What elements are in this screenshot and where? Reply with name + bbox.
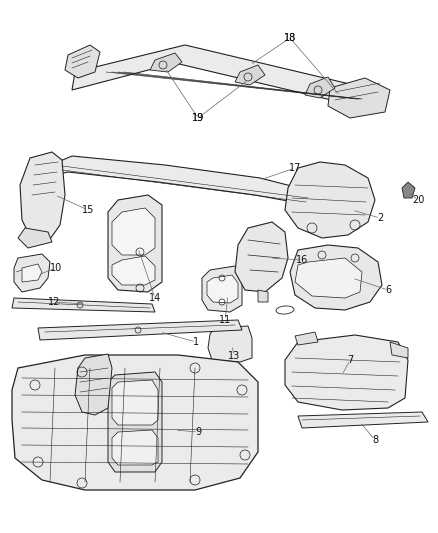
Text: 6: 6 [385, 285, 391, 295]
Text: 2: 2 [377, 213, 383, 223]
Polygon shape [207, 275, 238, 303]
Polygon shape [298, 412, 428, 428]
Text: 1: 1 [193, 337, 199, 347]
Text: 19: 19 [192, 113, 204, 123]
Polygon shape [235, 65, 265, 85]
Polygon shape [112, 380, 158, 425]
Polygon shape [38, 320, 242, 340]
Polygon shape [402, 182, 415, 198]
Polygon shape [285, 335, 408, 410]
Text: 8: 8 [372, 435, 378, 445]
Text: 12: 12 [48, 297, 60, 307]
Polygon shape [258, 290, 268, 302]
Polygon shape [108, 195, 162, 292]
Text: 14: 14 [149, 293, 161, 303]
Polygon shape [150, 53, 182, 72]
Text: 7: 7 [347, 355, 353, 365]
Polygon shape [55, 156, 315, 205]
Polygon shape [108, 372, 162, 472]
Polygon shape [18, 228, 52, 248]
Polygon shape [22, 264, 42, 282]
Polygon shape [72, 45, 375, 108]
Text: 18: 18 [284, 33, 296, 43]
Polygon shape [285, 162, 375, 238]
Polygon shape [390, 342, 408, 358]
Polygon shape [12, 298, 155, 312]
Polygon shape [12, 355, 258, 490]
Text: 18: 18 [284, 33, 296, 43]
Polygon shape [295, 332, 318, 345]
Polygon shape [208, 326, 252, 362]
Text: 20: 20 [412, 195, 424, 205]
Text: 19: 19 [192, 113, 204, 123]
Polygon shape [112, 430, 158, 465]
Polygon shape [295, 258, 362, 298]
Text: 13: 13 [228, 351, 240, 361]
Text: 17: 17 [289, 163, 301, 173]
Text: 11: 11 [219, 315, 231, 325]
Polygon shape [20, 152, 65, 242]
Text: 10: 10 [50, 263, 62, 273]
Text: 16: 16 [296, 255, 308, 265]
Polygon shape [202, 266, 242, 312]
Polygon shape [65, 45, 100, 78]
Text: 9: 9 [195, 427, 201, 437]
Polygon shape [112, 208, 155, 255]
Polygon shape [112, 256, 155, 285]
Polygon shape [290, 245, 382, 310]
Polygon shape [14, 254, 50, 292]
Polygon shape [75, 354, 112, 415]
Polygon shape [235, 222, 288, 292]
Polygon shape [305, 77, 335, 98]
Polygon shape [328, 78, 390, 118]
Text: 15: 15 [82, 205, 94, 215]
